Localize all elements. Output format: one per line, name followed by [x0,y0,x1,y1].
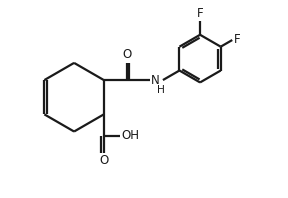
Text: N: N [151,73,160,87]
Text: H: H [157,85,164,95]
Text: O: O [99,154,109,167]
Text: F: F [197,7,203,20]
Text: F: F [234,33,240,46]
Text: O: O [122,48,131,61]
Text: OH: OH [121,129,139,143]
